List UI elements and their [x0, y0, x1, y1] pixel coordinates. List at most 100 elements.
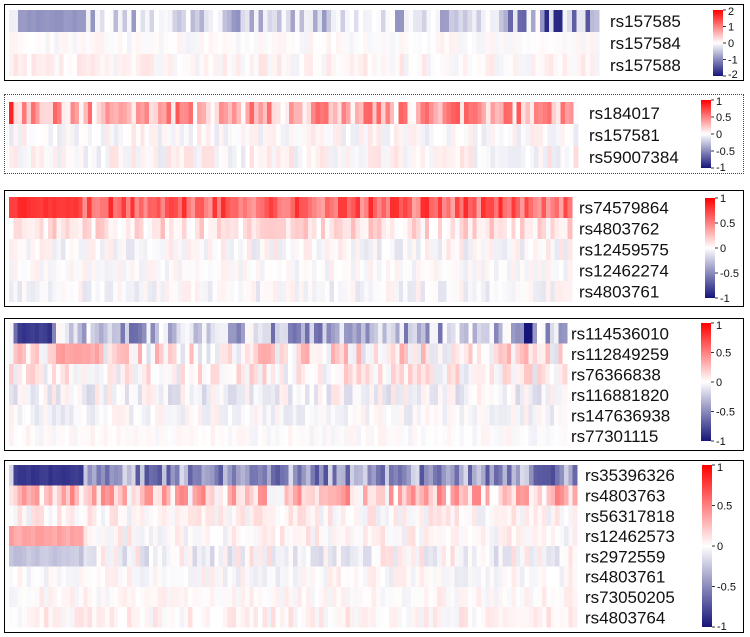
heatmap-cell — [394, 124, 399, 146]
heatmap-cell — [469, 146, 474, 168]
heatmap-cell — [546, 485, 551, 505]
heatmap-cell — [386, 54, 391, 76]
heatmap-cell — [236, 405, 241, 426]
heatmap-cell — [525, 124, 530, 146]
heatmap-cell — [442, 281, 447, 302]
heatmap-cell — [282, 281, 287, 302]
legend-tick-label: 1 — [717, 462, 723, 474]
heatmap-cell — [547, 124, 552, 146]
heatmap-cell — [485, 465, 490, 485]
heatmap-cell — [387, 323, 392, 344]
heatmap-cell — [240, 32, 245, 54]
heatmap-cell — [515, 323, 520, 344]
heatmap-cell — [252, 218, 257, 239]
heatmap-cell — [214, 506, 219, 526]
heatmap-cell — [113, 32, 118, 54]
heatmap-cell — [149, 102, 154, 124]
heatmap-cell — [348, 405, 353, 426]
heatmap-cell — [546, 567, 551, 587]
heatmap-cell — [228, 124, 233, 146]
heatmap-cell — [9, 146, 14, 168]
heatmap-cell — [503, 567, 508, 587]
heatmap-cell — [35, 546, 40, 566]
heatmap-cell — [267, 426, 272, 447]
heatmap-cell — [450, 465, 455, 485]
heatmap-cell — [31, 546, 36, 566]
row-label: rs4803763 — [585, 486, 665, 505]
heatmap-cell — [417, 364, 422, 385]
heatmap-cell — [265, 260, 270, 281]
heatmap-cell — [271, 385, 276, 406]
heatmap-cell — [254, 364, 259, 385]
heatmap-cell — [303, 218, 308, 239]
heatmap-cell — [221, 260, 226, 281]
heatmap-cell — [400, 323, 405, 344]
heatmap-cell — [158, 587, 163, 607]
heatmap-cell — [328, 546, 333, 566]
heatmap-cell — [294, 124, 299, 146]
heatmap-cell — [546, 197, 551, 218]
heatmap-cell — [576, 10, 581, 32]
heatmap-cell — [127, 485, 132, 505]
heatmap-cell — [342, 197, 347, 218]
heatmap-cell — [132, 10, 137, 32]
heatmap-cell — [385, 506, 390, 526]
heatmap-cell — [193, 102, 198, 124]
heatmap-cell — [443, 323, 448, 344]
heatmap-cell — [22, 102, 27, 124]
heatmap-cell — [554, 32, 559, 54]
heatmap-cell — [425, 197, 430, 218]
row-label: rs35396326 — [585, 466, 675, 485]
heatmap-cell — [26, 323, 31, 344]
heatmap-cell — [148, 239, 153, 260]
heatmap-cell — [365, 426, 370, 447]
heatmap-cell — [416, 281, 421, 302]
heatmap-cell — [358, 32, 363, 54]
legend-tick-label: -0.5 — [716, 146, 735, 158]
heatmap-cell — [437, 587, 442, 607]
heatmap-cell — [18, 405, 23, 426]
heatmap-cell — [554, 344, 559, 365]
heatmap-cell — [485, 567, 490, 587]
heatmap-cell — [249, 485, 254, 505]
heatmap-cell — [337, 506, 342, 526]
heatmap-cell — [340, 385, 345, 406]
heatmap-cell — [347, 239, 352, 260]
heatmap-cell — [568, 197, 573, 218]
heatmap-cell — [168, 385, 173, 406]
heatmap-cell — [240, 54, 245, 76]
heatmap-cell — [75, 102, 80, 124]
heatmap-cell — [175, 124, 180, 146]
heatmap-cell — [118, 10, 123, 32]
heatmap-cell — [411, 587, 416, 607]
heatmap-cell — [57, 546, 62, 566]
heatmap-cell — [114, 124, 119, 146]
heatmap-cell — [319, 607, 324, 627]
heatmap-cell — [503, 364, 508, 385]
heatmap-cell — [279, 323, 284, 344]
heatmap-cell — [408, 385, 413, 406]
heatmap-cell — [349, 32, 354, 54]
heatmap-cell — [393, 587, 398, 607]
heatmap-cell — [127, 465, 132, 485]
heatmap-cell — [193, 607, 198, 627]
heatmap-cell — [494, 465, 499, 485]
heatmap-cell — [308, 281, 313, 302]
heatmap-cell — [35, 124, 40, 146]
heatmap-cell — [138, 344, 143, 365]
heatmap-cell — [331, 10, 336, 32]
heatmap-cell — [434, 405, 439, 426]
heatmap-cell — [53, 567, 58, 587]
heatmap-cell — [350, 146, 355, 168]
heatmap-cell — [227, 485, 232, 505]
heatmap-cell — [469, 102, 474, 124]
heatmap-cell — [477, 385, 482, 406]
heatmap-cell — [442, 239, 447, 260]
heatmap-cell — [59, 10, 64, 32]
heatmap-cell — [546, 426, 551, 447]
heatmap-cell — [44, 485, 49, 505]
heatmap-cell — [27, 10, 32, 32]
heatmap-cell — [122, 197, 127, 218]
heatmap-cell — [92, 146, 97, 168]
heatmap-cell — [138, 385, 143, 406]
